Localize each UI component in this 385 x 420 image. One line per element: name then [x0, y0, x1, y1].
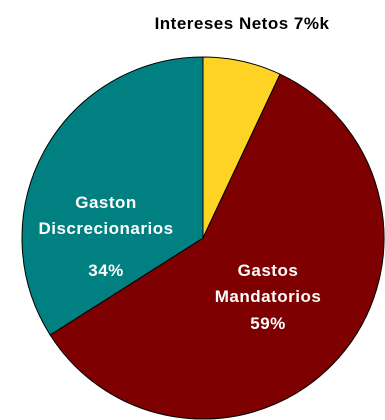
pie-slice-gastos-mandatorios [49, 73, 385, 420]
label-gaston-discrecionarios-line2: Discrecionarios [38, 219, 173, 238]
label-gastos-mandatorios-line2: Mandatorios [215, 287, 322, 306]
label-gaston-discrecionarios-line1: Gaston [75, 193, 137, 212]
pie-slice-gaston-discrecionarios [21, 56, 204, 336]
label-gastos-mandatorios-pct: 59% [250, 314, 286, 333]
pie-slices [21, 56, 385, 420]
label-gastos-mandatorios-line1: Gastos [238, 261, 299, 280]
label-gaston-discrecionarios-pct: 34% [88, 261, 124, 280]
label-intereses-netos: Intereses Netos 7%k [155, 14, 330, 33]
